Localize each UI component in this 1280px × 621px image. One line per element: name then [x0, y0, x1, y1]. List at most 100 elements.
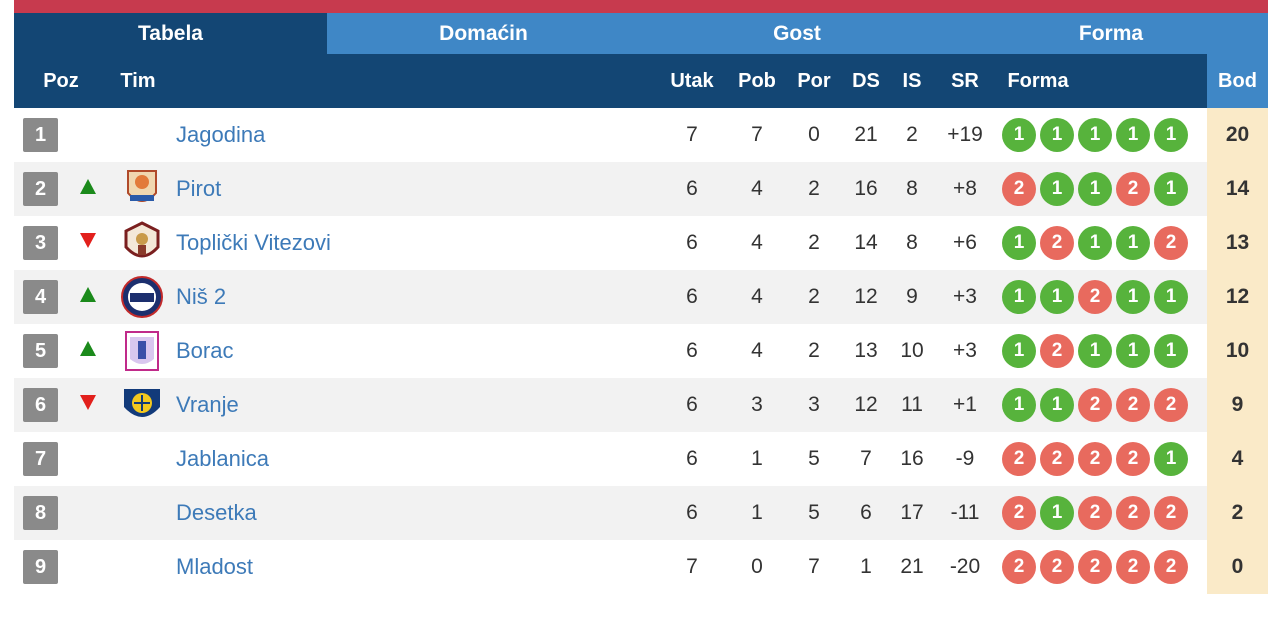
- page-edge: [1268, 0, 1280, 621]
- stat-is: 10: [900, 339, 924, 362]
- form-win-badge: 1: [1116, 118, 1150, 152]
- stat-pob: 4: [751, 231, 763, 254]
- stat-utak: 6: [686, 339, 698, 362]
- header-bod-cell: Bod: [1207, 54, 1268, 108]
- team-link[interactable]: Mladost: [176, 554, 254, 579]
- form-loss-badge: 2: [1116, 172, 1150, 206]
- stat-pob: 4: [751, 177, 763, 200]
- tab-gost[interactable]: Gost: [640, 13, 954, 54]
- form-win-badge: 1: [1154, 118, 1188, 152]
- stat-utak: 6: [686, 177, 698, 200]
- stat-ds: 1: [860, 555, 872, 578]
- stat-is: 16: [900, 447, 924, 470]
- table-row: 4 Niš 2 6 4 2 12 9 +3 1 1 2 1 1 12: [14, 270, 1268, 324]
- form-win-badge: 1: [1002, 226, 1036, 260]
- form-win-badge: 1: [1040, 496, 1074, 530]
- stat-sr: +3: [953, 339, 977, 362]
- stat-ds: 16: [854, 177, 878, 200]
- points-value: 20: [1207, 108, 1268, 162]
- stat-ds: 14: [854, 231, 878, 254]
- team-link[interactable]: Jablanica: [176, 446, 269, 471]
- points-value: 13: [1207, 216, 1268, 270]
- stat-sr: +1: [953, 393, 977, 416]
- team-link[interactable]: Pirot: [176, 176, 222, 201]
- stat-pob: 7: [751, 123, 763, 146]
- header-bod[interactable]: Bod: [1218, 70, 1257, 92]
- form-win-badge: 1: [1040, 118, 1074, 152]
- table-row: 7 Jablanica 6 1 5 7 16 -9 2 2 2 2 1 4: [14, 432, 1268, 486]
- stat-por: 0: [808, 123, 820, 146]
- stat-is: 17: [900, 501, 924, 524]
- form-loss-badge: 2: [1002, 550, 1036, 584]
- form-win-badge: 1: [1078, 118, 1112, 152]
- header-por[interactable]: Por: [797, 70, 831, 92]
- position-badge: 6: [23, 388, 58, 422]
- position-badge: 8: [23, 496, 58, 530]
- toplicki-vitezovi-crest-icon: [120, 221, 164, 265]
- header-utak[interactable]: Utak: [670, 70, 714, 92]
- arrow-up-icon: [80, 341, 96, 356]
- stat-por: 2: [808, 231, 820, 254]
- position-badge: 5: [23, 334, 58, 368]
- points-value: 9: [1207, 378, 1268, 432]
- form-loss-badge: 2: [1078, 280, 1112, 314]
- form-win-badge: 1: [1154, 334, 1188, 368]
- tab-forma[interactable]: Forma: [954, 13, 1268, 54]
- form-win-badge: 1: [1040, 280, 1074, 314]
- points-value: 10: [1207, 324, 1268, 378]
- table-row: 5 Borac 6 4 2 13 10 +3 1 2 1 1 1 10: [14, 324, 1268, 378]
- team-link[interactable]: Desetka: [176, 500, 257, 525]
- header-tim[interactable]: Tim: [120, 70, 156, 92]
- form-win-badge: 1: [1002, 280, 1036, 314]
- header-ds[interactable]: DS: [852, 70, 880, 92]
- stat-is: 21: [900, 555, 924, 578]
- form-loss-badge: 2: [1078, 496, 1112, 530]
- stat-sr: +6: [953, 231, 977, 254]
- form-win-badge: 1: [1002, 388, 1036, 422]
- stat-ds: 6: [860, 501, 872, 524]
- form-win-badge: 1: [1116, 280, 1150, 314]
- table-row: 6 Vranje 6 3 3 12 11 +1 1 1 2 2 2 9: [14, 378, 1268, 432]
- header-is[interactable]: IS: [902, 70, 922, 92]
- form-win-badge: 1: [1002, 118, 1036, 152]
- form-loss-badge: 2: [1002, 442, 1036, 476]
- header-poz[interactable]: Poz: [43, 70, 79, 92]
- stat-por: 2: [808, 339, 820, 362]
- form-win-badge: 1: [1078, 226, 1112, 260]
- position-badge: 9: [23, 550, 58, 584]
- points-value: 4: [1207, 432, 1268, 486]
- stat-utak: 7: [686, 555, 698, 578]
- team-link[interactable]: Niš 2: [176, 284, 227, 309]
- form-win-badge: 1: [1154, 280, 1188, 314]
- table-row: 1 Jagodina 7 7 0 21 2 +19 1 1 1 1 1 20: [14, 108, 1268, 162]
- position-badge: 3: [23, 226, 58, 260]
- stat-utak: 6: [686, 285, 698, 308]
- stat-pob: 4: [751, 339, 763, 362]
- form-loss-badge: 2: [1116, 388, 1150, 422]
- stat-ds: 21: [854, 123, 878, 146]
- form-win-badge: 1: [1040, 172, 1074, 206]
- tab-domacin[interactable]: Domaćin: [327, 13, 640, 54]
- stat-ds: 7: [860, 447, 872, 470]
- team-link[interactable]: Jagodina: [176, 122, 266, 147]
- stat-is: 11: [901, 393, 923, 416]
- header-pob[interactable]: Pob: [738, 70, 776, 92]
- team-link[interactable]: Borac: [176, 338, 234, 363]
- stat-is: 8: [906, 231, 918, 254]
- table-row: 9 Mladost 7 0 7 1 21 -20 2 2 2 2 2 0: [14, 540, 1268, 594]
- stat-utak: 6: [686, 393, 698, 416]
- tab-tabela[interactable]: Tabela: [14, 13, 327, 54]
- position-badge: 2: [23, 172, 58, 206]
- team-link[interactable]: Toplički Vitezovi: [176, 230, 331, 255]
- arrow-down-icon: [80, 395, 96, 410]
- form-win-badge: 1: [1116, 334, 1150, 368]
- stat-pob: 1: [751, 447, 763, 470]
- stat-utak: 6: [686, 501, 698, 524]
- team-link[interactable]: Vranje: [176, 392, 239, 417]
- header-sr[interactable]: SR: [951, 70, 979, 92]
